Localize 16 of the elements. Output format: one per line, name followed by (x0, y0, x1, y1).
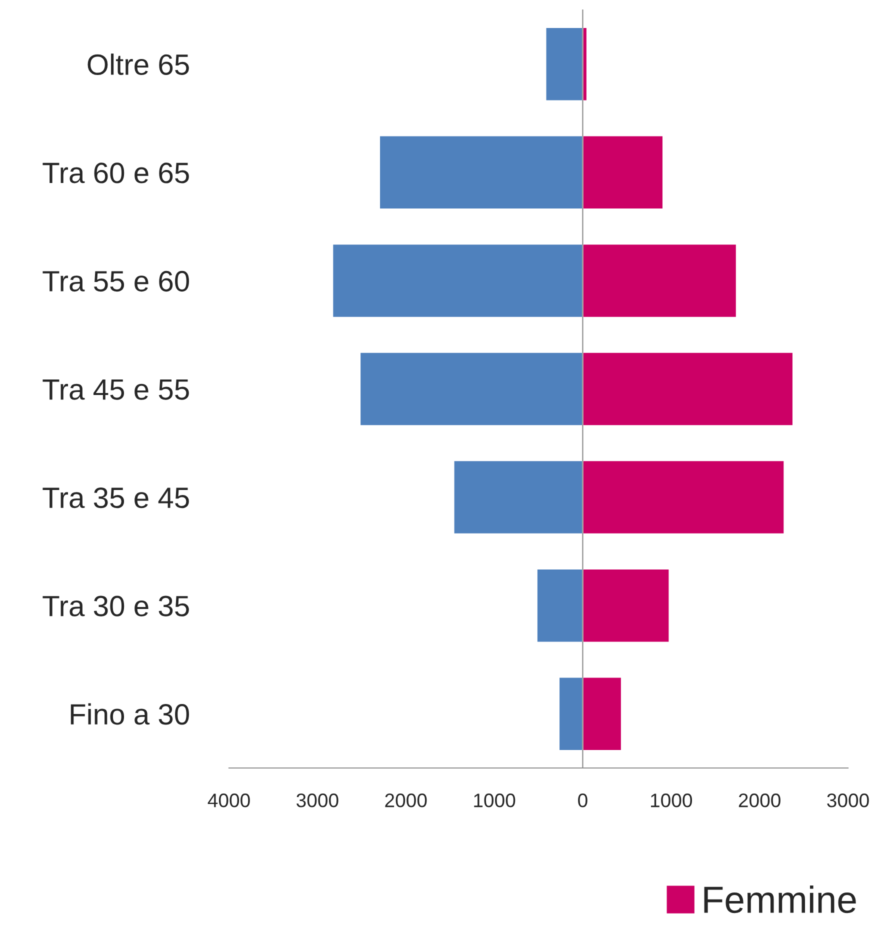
y-tick-label: Tra 30 e 35 (42, 596, 189, 616)
y-tick-label: Fino a 30 (70, 703, 189, 725)
y-tick-label: Tra 60 e 65 (42, 162, 189, 184)
x-tick-label: 3000 (296, 794, 338, 808)
x-tick-label: 2000 (385, 794, 427, 808)
y-tick-label: Tra 55 e 60 (42, 270, 189, 292)
x-tick-label: 0 (578, 794, 588, 808)
x-tick-label: 4000 (208, 794, 250, 808)
x-tick-label: 1000 (474, 794, 516, 808)
legend-label: Femmine (704, 886, 856, 914)
y-tick-label: Tra 35 e 45 (42, 487, 189, 508)
y-tick-label: Oltre 65 (88, 54, 189, 75)
x-tick-label: 2000 (738, 794, 780, 808)
x-tick-label: 3000 (827, 794, 869, 808)
y-tick-label: Tra 45 e 55 (42, 380, 189, 400)
x-tick-label: 1000 (651, 794, 692, 808)
